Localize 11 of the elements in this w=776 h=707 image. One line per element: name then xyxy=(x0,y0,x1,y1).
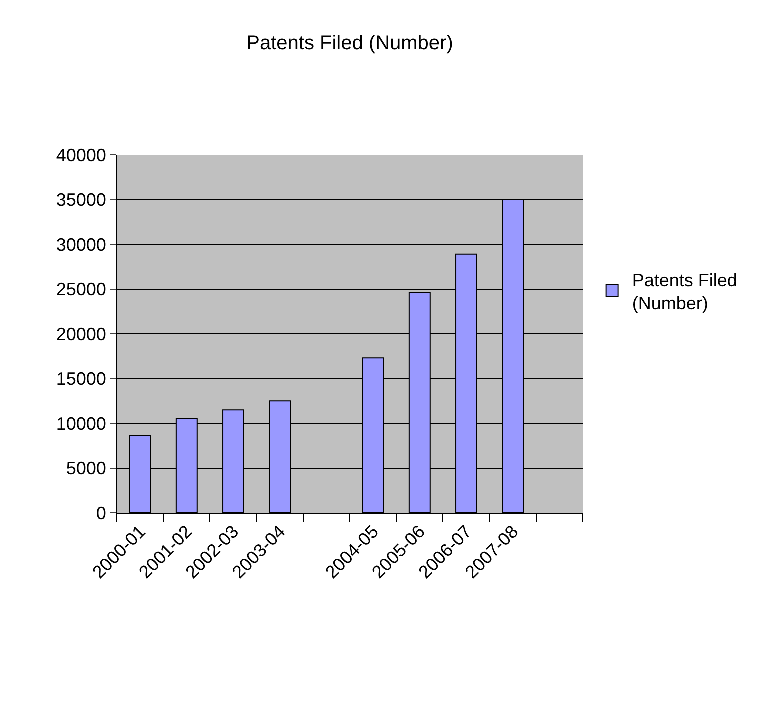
y-tick-label: 15000 xyxy=(56,369,106,390)
y-tick-label: 5000 xyxy=(66,458,106,479)
y-tick-label: 25000 xyxy=(56,280,106,300)
chart-title: Patents Filed (Number) xyxy=(246,32,454,54)
y-tick-label: 20000 xyxy=(56,324,106,344)
y-tick-label: 10000 xyxy=(56,414,106,434)
y-tick-label: 0 xyxy=(96,503,106,524)
legend-label: Patents Filed (Number) xyxy=(632,270,738,314)
y-tick-label: 35000 xyxy=(56,190,106,210)
y-tick-label: 40000 xyxy=(56,145,106,166)
y-tick-label: 30000 xyxy=(56,234,106,255)
